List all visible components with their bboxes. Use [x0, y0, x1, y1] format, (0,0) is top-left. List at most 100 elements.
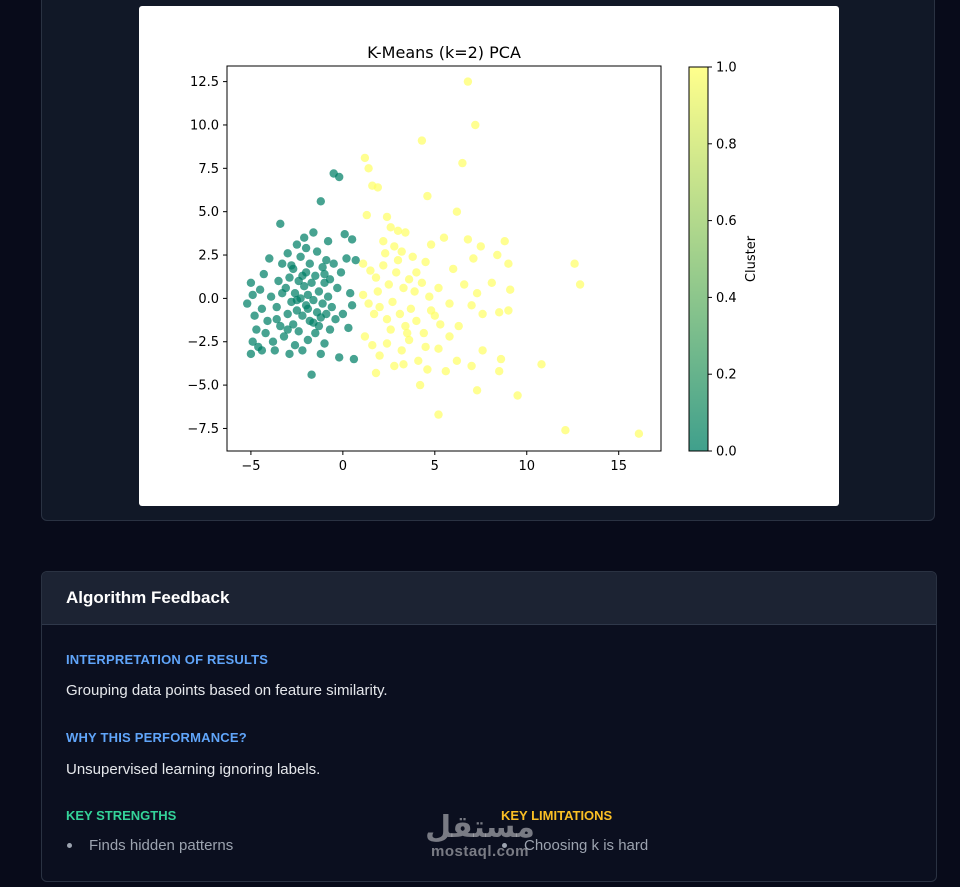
cluster-1-point — [513, 391, 522, 400]
cluster-1-point — [360, 332, 370, 341]
cluster-0-point — [349, 354, 359, 364]
strengths-heading: KEY STRENGTHS — [66, 808, 177, 823]
cluster-1-point — [476, 242, 485, 251]
cluster-0-point — [248, 337, 257, 346]
cluster-1-point — [397, 247, 406, 256]
cluster-1-point — [417, 136, 427, 145]
cluster-0-point — [340, 230, 349, 239]
cluster-0-point — [272, 302, 281, 312]
interpretation-heading: INTERPRETATION OF RESULTS — [66, 652, 269, 667]
cluster-1-point — [417, 278, 427, 287]
cluster-1-point — [408, 252, 417, 261]
cluster-0-point — [272, 315, 281, 324]
cluster-0-point — [316, 313, 325, 322]
colorbar-tick-label: 0.6 — [716, 214, 737, 229]
scatter-chart: K-Means (k=2) PCA −5 0 5 10 15 −7.5 −5.0 −2.5 0.… — [187, 43, 759, 474]
cluster-0-point — [270, 346, 279, 355]
colorbar-tick-label: 0.8 — [716, 137, 737, 152]
cluster-1-point — [392, 268, 401, 277]
cluster-0-point — [298, 346, 307, 355]
cluster-1-point — [379, 261, 388, 270]
cluster-0-point — [318, 299, 327, 308]
cluster-1-point — [375, 351, 384, 360]
cluster-1-point — [493, 250, 502, 260]
cluster-0-point — [283, 309, 292, 319]
cluster-1-point — [458, 158, 467, 168]
cluster-1-point — [421, 257, 430, 267]
cluster-0-point — [335, 172, 344, 182]
cluster-0-point — [274, 276, 283, 286]
cluster-1-point — [371, 368, 381, 378]
cluster-1-point — [570, 259, 579, 268]
limitation-item: Choosing k is hard — [524, 837, 649, 854]
cluster-1-point — [393, 226, 403, 235]
cluster-1-point — [368, 341, 377, 350]
cluster-0-point — [279, 332, 289, 341]
strength-item: Finds hidden patterns — [89, 837, 234, 854]
cluster-1-point — [384, 280, 393, 289]
cluster-1-point — [382, 212, 392, 222]
cluster-0-point — [257, 346, 267, 355]
cluster-0-point — [263, 316, 272, 326]
y-tick-label: 5.0 — [198, 205, 219, 220]
cluster-1-point — [423, 191, 432, 201]
cluster-1-point — [414, 356, 423, 365]
cluster-1-point — [441, 367, 450, 376]
cluster-1-point — [452, 356, 462, 365]
cluster-1-point — [415, 380, 425, 390]
feedback-title: Algorithm Feedback — [66, 588, 230, 607]
cluster-1-point — [467, 301, 476, 310]
cluster-1-point — [401, 321, 410, 331]
cluster-1-point — [375, 302, 384, 312]
cluster-1-point — [439, 233, 449, 242]
chart-title: K-Means (k=2) PCA — [367, 43, 521, 62]
cluster-0-point — [290, 289, 300, 298]
cluster-0-point — [296, 252, 305, 261]
cluster-0-point — [290, 341, 300, 350]
x-tick-label: 0 — [339, 459, 347, 474]
cluster-0-point — [338, 309, 348, 319]
cluster-1-point — [445, 332, 454, 341]
colorbar: 0.0 0.2 0.4 0.6 0.8 1.0 — [688, 61, 737, 460]
cluster-1-point — [504, 306, 513, 315]
cluster-1-point — [472, 386, 482, 395]
cluster-0-point — [261, 328, 270, 338]
cluster-0-point — [283, 249, 292, 258]
cluster-1-point — [358, 290, 368, 300]
cluster-1-point — [419, 328, 428, 338]
cluster-0-point — [344, 323, 353, 333]
cluster-0-point — [309, 295, 318, 305]
y-tick-label: −2.5 — [187, 335, 219, 350]
limitations-heading: KEY LIMITATIONS — [501, 808, 613, 823]
cluster-1-point — [379, 237, 388, 246]
cluster-0-point — [246, 349, 256, 359]
x-tick-label: 15 — [610, 459, 627, 474]
colorbar-tick-label: 0.4 — [716, 291, 737, 306]
cluster-1-point — [360, 153, 370, 163]
cluster-0-point — [311, 271, 320, 280]
cluster-0-point — [309, 318, 318, 327]
cluster-0-point — [248, 290, 257, 300]
cluster-1-point — [397, 346, 406, 355]
cluster-0-point — [285, 349, 294, 359]
cluster-0-point — [292, 306, 302, 315]
cluster-0-point — [325, 275, 335, 284]
cluster-0-point — [285, 273, 294, 282]
cluster-1-point — [425, 292, 434, 301]
cluster-1-point — [364, 164, 373, 173]
cluster-0-point — [325, 325, 335, 334]
cluster-1-point — [386, 325, 395, 334]
cluster-0-point — [294, 327, 303, 336]
axes-layer: −5 0 5 10 15 −7.5 −5.0 −2.5 0.0 2.5 5.0 7.5 10.0 12.5 — [187, 65, 662, 474]
cluster-1-point — [373, 183, 382, 192]
cluster-1-point — [445, 299, 454, 308]
cluster-1-point — [575, 280, 585, 289]
cluster-0-point — [289, 320, 298, 329]
cluster-0-point — [309, 228, 318, 237]
cluster-0-point — [323, 237, 333, 246]
cluster-1-point — [500, 237, 509, 246]
cluster-0-point — [346, 289, 355, 298]
interpretation-text: Grouping data points based on feature si… — [66, 682, 388, 699]
cluster-1-point — [395, 309, 405, 319]
cluster-1-point — [371, 273, 381, 282]
